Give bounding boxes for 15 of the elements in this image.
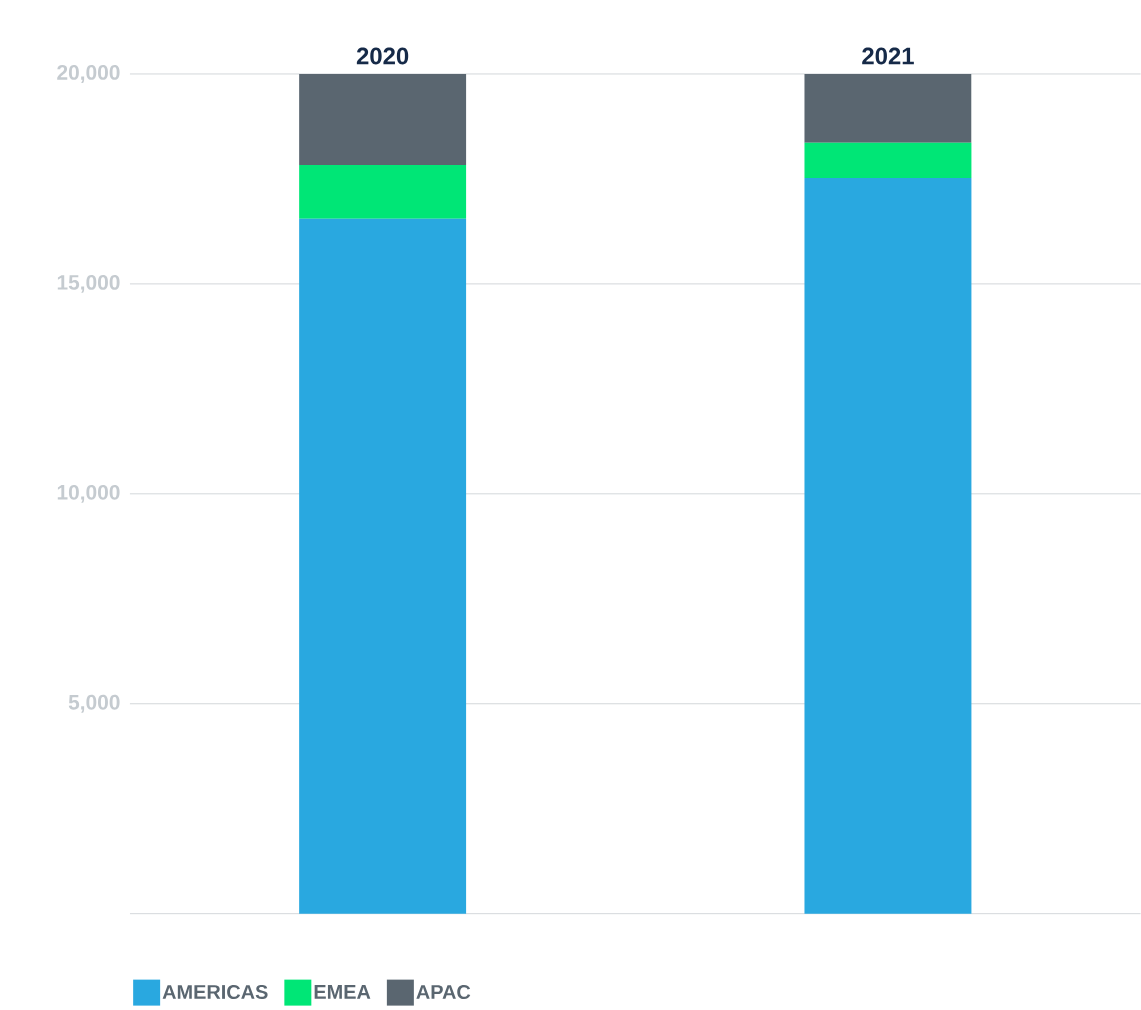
y-tick-label: 10,000 — [57, 485, 120, 503]
bar — [804, 142, 972, 179]
bar — [804, 178, 972, 914]
bar — [299, 165, 467, 219]
bar — [299, 218, 467, 914]
bar — [299, 74, 467, 166]
y-tick-label: 15,000 — [57, 275, 120, 293]
x-tick-label: 2021 — [862, 47, 914, 65]
y-tick-label: 20,000 — [57, 65, 120, 84]
legend-label: APAC — [416, 985, 471, 1000]
y-tick-label: 5,000 — [68, 695, 120, 713]
legend-label: EMEA — [314, 985, 371, 999]
x-tick-label: 2020 — [356, 47, 409, 65]
bar — [804, 74, 972, 143]
legend-label: AMERICAS — [162, 985, 268, 1000]
